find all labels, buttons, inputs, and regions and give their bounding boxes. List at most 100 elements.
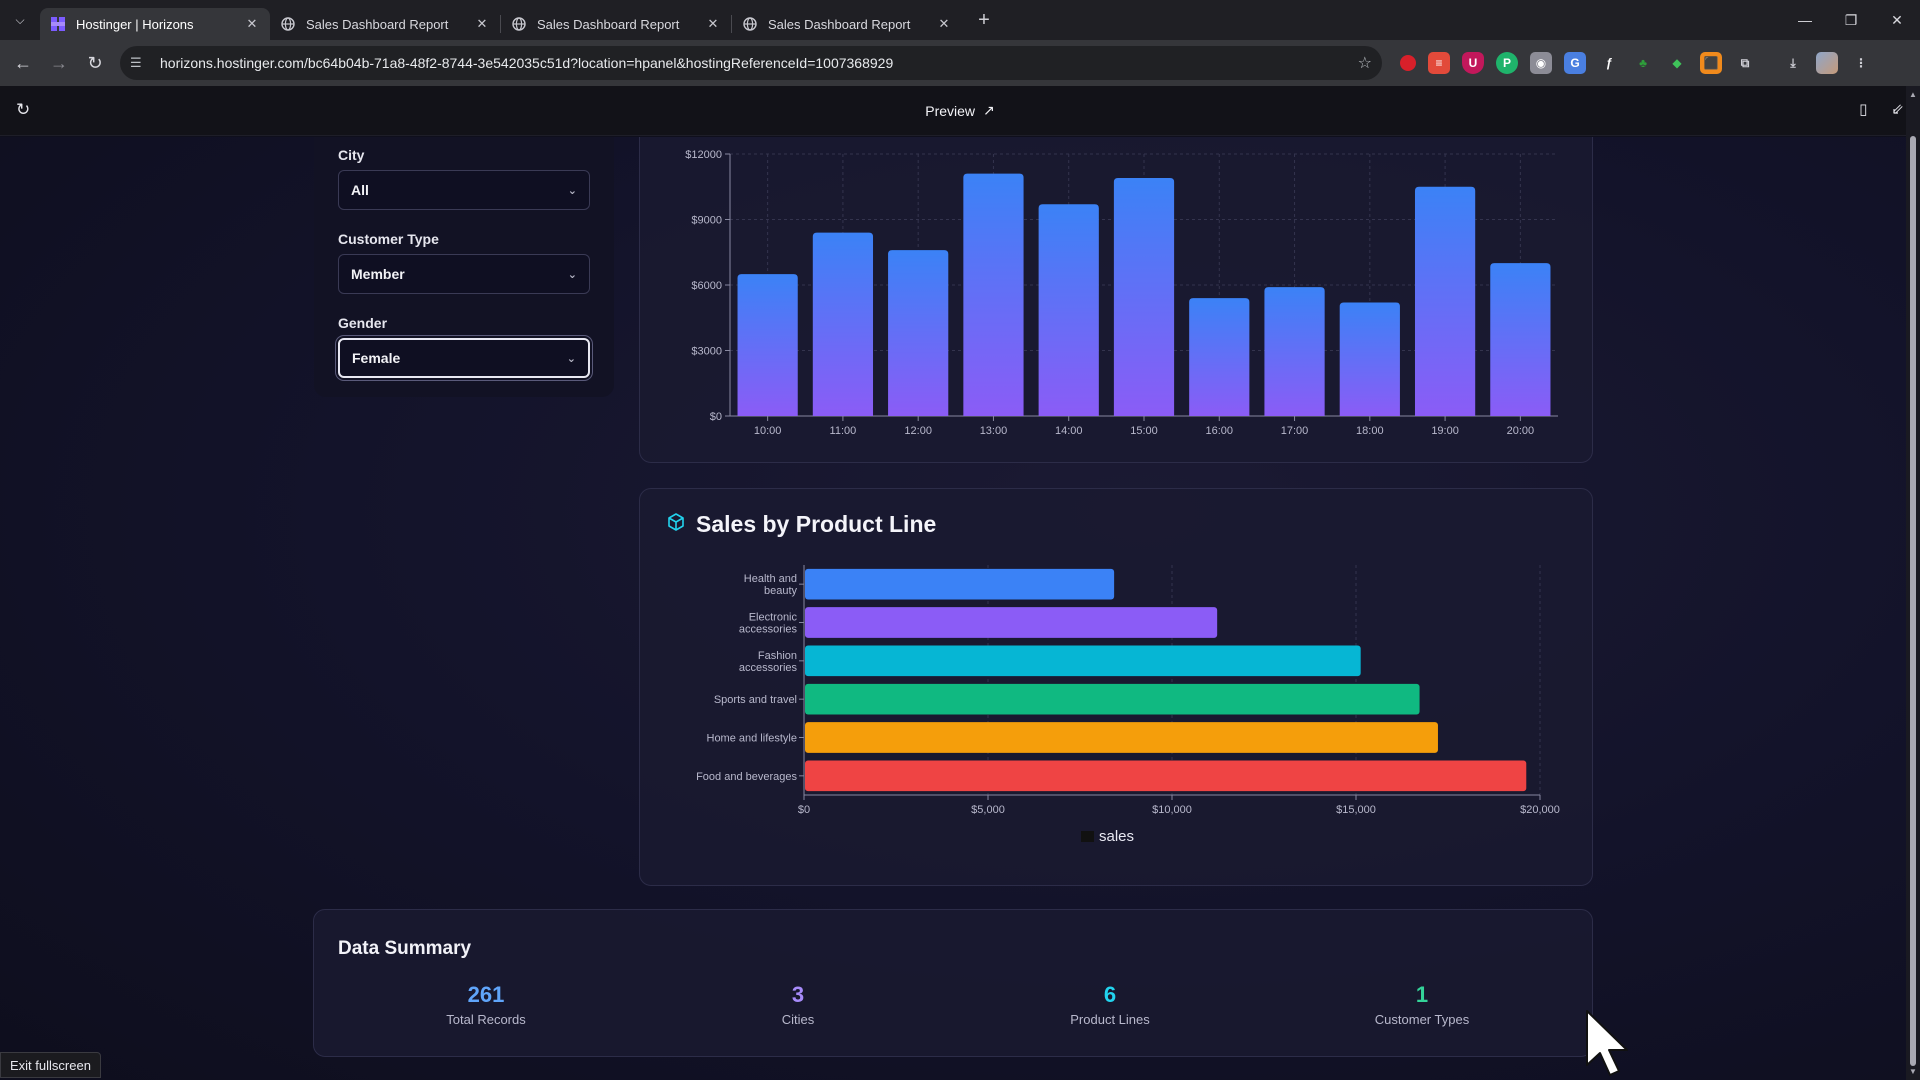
y-tick-label: beauty [764, 585, 798, 597]
bookmark-star-icon[interactable]: ☆ [1357, 55, 1372, 72]
extensions-puzzle-icon[interactable]: ⧉ [1740, 55, 1750, 70]
tab-search-button[interactable]: ⌵ [6, 6, 34, 34]
gender-value: Female [352, 350, 401, 366]
data-summary-card: Data Summary 261 Total Records 3 Cities … [313, 909, 1593, 1057]
extension-p-icon[interactable]: P [1496, 52, 1518, 74]
card-title: Sales by Product Line [666, 511, 936, 538]
x-tick-label: 19:00 [1431, 425, 1459, 437]
site-info-icon[interactable]: ☰ [130, 55, 142, 70]
x-tick-label: 11:00 [830, 425, 857, 437]
address-bar[interactable]: ☰ horizons.hostinger.com/bc64b04b-71a8-4… [120, 46, 1382, 80]
y-tick-label: $6000 [691, 280, 722, 292]
minimize-icon[interactable]: — [1798, 12, 1812, 28]
x-tick-label: 16:00 [1206, 425, 1234, 437]
globe-icon [280, 16, 296, 32]
restore-icon[interactable]: ❐ [1844, 11, 1858, 28]
x-tick-label: 14:00 [1055, 425, 1083, 437]
menu-dots-icon[interactable]: ⋮ [1855, 56, 1867, 70]
extension-shield-icon[interactable]: U [1462, 52, 1484, 74]
back-button[interactable]: ← [14, 52, 32, 73]
hourly-bar [963, 173, 1024, 416]
extension-eye-icon[interactable]: ◆ [1672, 56, 1682, 70]
extension-stack-icon[interactable]: ≡ [1428, 52, 1450, 74]
customer-type-value: Member [351, 266, 405, 282]
page-scrollbar[interactable]: ▲ ▼ [1906, 86, 1920, 1080]
extension-camera-icon[interactable]: ◉ [1530, 52, 1552, 74]
chevron-down-icon: ⌄ [567, 184, 577, 197]
y-tick-label: $0 [710, 411, 722, 423]
city-label: City [338, 147, 365, 163]
stat-label: Total Records [446, 1012, 526, 1027]
x-tick-label: 18:00 [1356, 425, 1384, 437]
hourly-bar [888, 250, 949, 416]
close-icon[interactable]: ✕ [476, 16, 488, 31]
new-tab-button[interactable]: + [978, 8, 990, 31]
preview-title[interactable]: Preview ↗ [925, 102, 995, 119]
browser-tab-1[interactable]: Sales Dashboard Report ✕ [270, 8, 500, 40]
customer-type-select[interactable]: Member ⌄ [338, 254, 590, 294]
reload-button[interactable]: ↻ [87, 52, 103, 73]
gender-select[interactable]: Female ⌄ [338, 338, 590, 378]
close-icon[interactable]: ✕ [246, 16, 258, 31]
collapse-icon[interactable]: ⇙ [1891, 101, 1904, 118]
hostinger-icon [50, 16, 66, 32]
hourly-bar [737, 274, 798, 416]
tab-label: Sales Dashboard Report [306, 16, 449, 32]
y-tick-label: Sports and travel [714, 694, 797, 706]
scroll-up-icon[interactable]: ▲ [1909, 90, 1917, 99]
mobile-view-icon[interactable]: ▯ [1859, 101, 1868, 118]
x-tick-label: $15,000 [1336, 804, 1376, 816]
product-line-title: Sales by Product Line [696, 511, 937, 537]
x-tick-label: 10:00 [754, 425, 782, 437]
preview-bar: ↻ Preview ↗ ▯ ⇙ [0, 86, 1920, 136]
y-tick-label: $3000 [691, 346, 722, 358]
stat-value: 3 [791, 982, 805, 1007]
cube-icon [666, 511, 686, 538]
extension-red-icon[interactable] [1400, 55, 1416, 71]
browser-tab-0[interactable]: Hostinger | Horizons ✕ [40, 8, 270, 40]
extension-fx-icon[interactable]: ƒ [1605, 56, 1613, 70]
product-bar [805, 722, 1438, 753]
product-bar [805, 683, 1420, 715]
y-tick-label: accessories [739, 624, 798, 636]
forward-button[interactable]: → [50, 52, 68, 73]
dashboard-page: City All ⌄ Customer Type Member ⌄ Gender… [0, 137, 1906, 1080]
gender-label: Gender [338, 315, 388, 331]
x-tick-label: 17:00 [1281, 425, 1309, 437]
stat-total-records: 261 Total Records [386, 982, 586, 1027]
product-line-card: Sales by Product Line $0 $5,000 $10,000 $15… [639, 488, 1593, 886]
hourly-bar [812, 232, 874, 416]
browser-tab-3[interactable]: Sales Dashboard Report ✕ [732, 8, 962, 40]
refresh-icon[interactable]: ↻ [16, 100, 31, 119]
extension-tree-icon[interactable]: ♣ [1639, 56, 1647, 70]
stat-cities: 3 Cities [698, 982, 898, 1027]
mouse-cursor-icon [1586, 1010, 1628, 1076]
x-tick-label: 15:00 [1130, 425, 1158, 437]
product-bar [805, 568, 1115, 600]
download-icon[interactable]: ⤓ [1790, 55, 1796, 70]
browser-toolbar: ← → ↻ ☰ horizons.hostinger.com/bc64b04b-… [0, 40, 1920, 86]
hourly-bar [1038, 204, 1099, 416]
chevron-down-icon: ⌄ [566, 352, 576, 365]
scroll-down-icon[interactable]: ▼ [1909, 1067, 1917, 1076]
profile-avatar[interactable] [1816, 52, 1838, 74]
close-icon[interactable]: ✕ [938, 16, 950, 31]
extensions-area: ≡ U P ◉ G ƒ ♣ ◆ ⬛ ⧉ ⤓ ⋮ [1400, 52, 1872, 74]
exit-fullscreen-button[interactable]: Exit fullscreen [0, 1052, 101, 1078]
stat-label: Customer Types [1374, 1012, 1470, 1027]
x-tick-label: 12:00 [904, 425, 932, 437]
city-select[interactable]: All ⌄ [338, 170, 590, 210]
browser-tab-2[interactable]: Sales Dashboard Report ✕ [501, 8, 731, 40]
legend-swatch [1081, 831, 1094, 842]
hourly-bar [1414, 186, 1476, 416]
close-window-icon[interactable]: ✕ [1891, 11, 1903, 28]
stat-product-lines: 6 Product Lines [1010, 982, 1210, 1027]
y-tick-label: Fashion [758, 650, 797, 662]
extension-translate-icon[interactable]: G [1564, 52, 1586, 74]
close-icon[interactable]: ✕ [707, 16, 719, 31]
tab-label: Hostinger | Horizons [76, 16, 194, 32]
extension-orange-icon[interactable]: ⬛ [1700, 52, 1722, 74]
scrollbar-thumb[interactable] [1910, 136, 1916, 1066]
legend-label: sales [1099, 828, 1134, 845]
hourly-bar [1339, 302, 1400, 416]
